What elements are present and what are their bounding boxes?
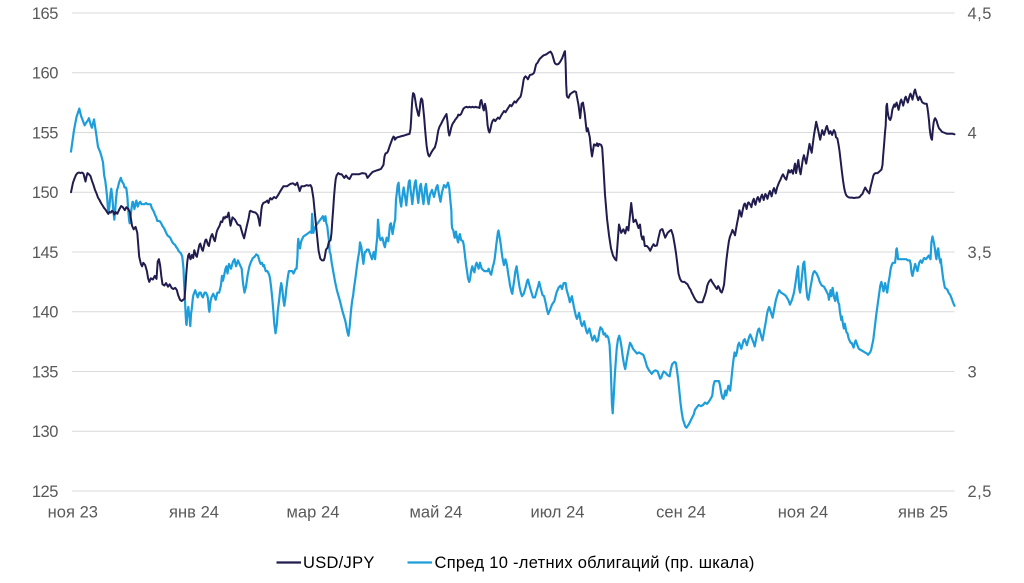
svg-text:130: 130	[32, 423, 58, 441]
svg-text:155: 155	[32, 124, 58, 142]
svg-text:янв 25: янв 25	[898, 504, 948, 522]
svg-text:135: 135	[32, 363, 58, 381]
svg-text:Спред 10 -летних облигаций (пр: Спред 10 -летних облигаций (пр. шкала)	[435, 554, 755, 572]
svg-text:мар 24: мар 24	[287, 504, 340, 522]
svg-text:2,5: 2,5	[968, 483, 992, 501]
svg-text:165: 165	[32, 5, 58, 23]
svg-text:140: 140	[32, 304, 58, 322]
svg-text:150: 150	[32, 184, 58, 202]
svg-text:3: 3	[968, 363, 978, 381]
svg-text:янв 24: янв 24	[169, 504, 219, 522]
svg-text:ноя 23: ноя 23	[48, 504, 98, 522]
svg-text:3,5: 3,5	[968, 244, 992, 262]
svg-text:USD/JPY: USD/JPY	[303, 554, 375, 572]
svg-text:145: 145	[32, 244, 58, 262]
svg-text:май 24: май 24	[410, 504, 463, 522]
svg-text:4,5: 4,5	[968, 5, 992, 23]
svg-text:4: 4	[968, 124, 978, 142]
svg-text:160: 160	[32, 65, 58, 83]
svg-text:125: 125	[32, 483, 58, 501]
svg-text:сен 24: сен 24	[656, 504, 706, 522]
svg-text:ноя 24: ноя 24	[778, 504, 828, 522]
svg-text:июл 24: июл 24	[530, 504, 584, 522]
